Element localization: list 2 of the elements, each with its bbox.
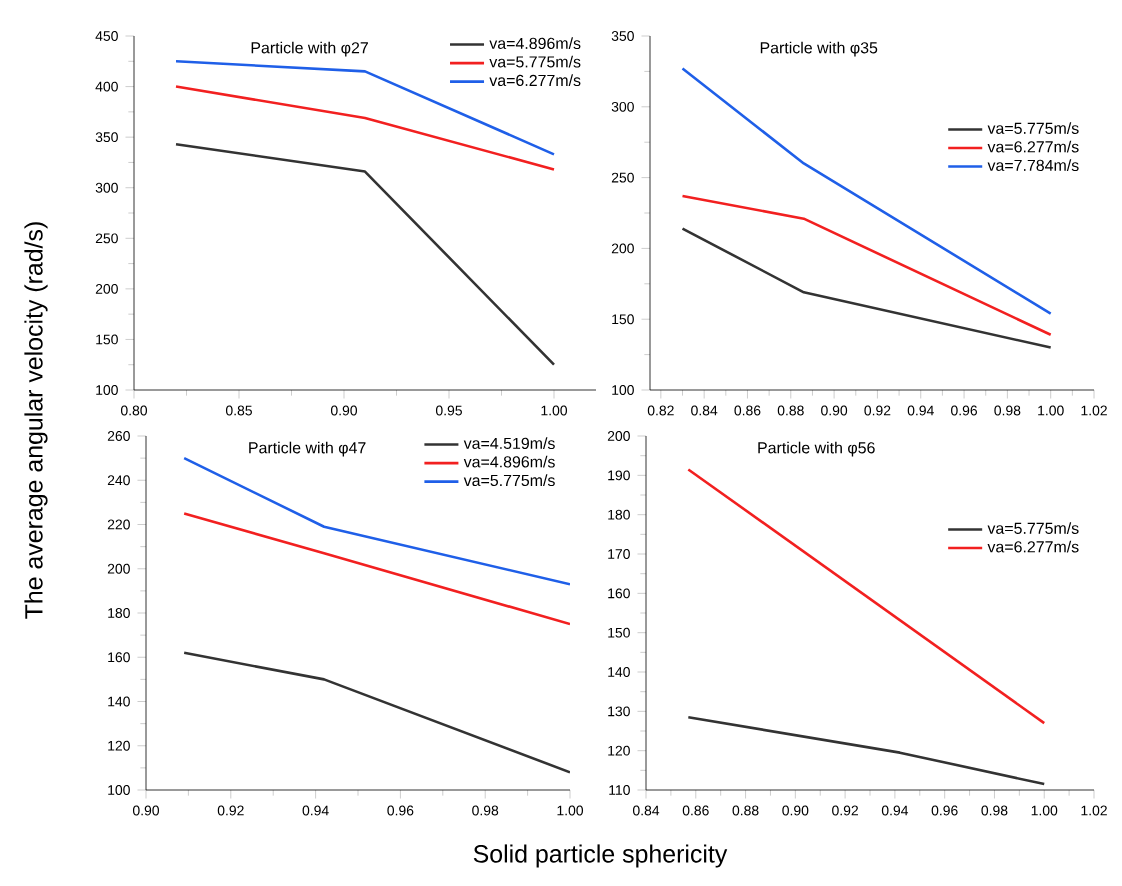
- y-axis-title: The average angular velocity (rad/s): [24, 222, 48, 619]
- x-axis-title: Solid particle sphericity: [473, 844, 728, 868]
